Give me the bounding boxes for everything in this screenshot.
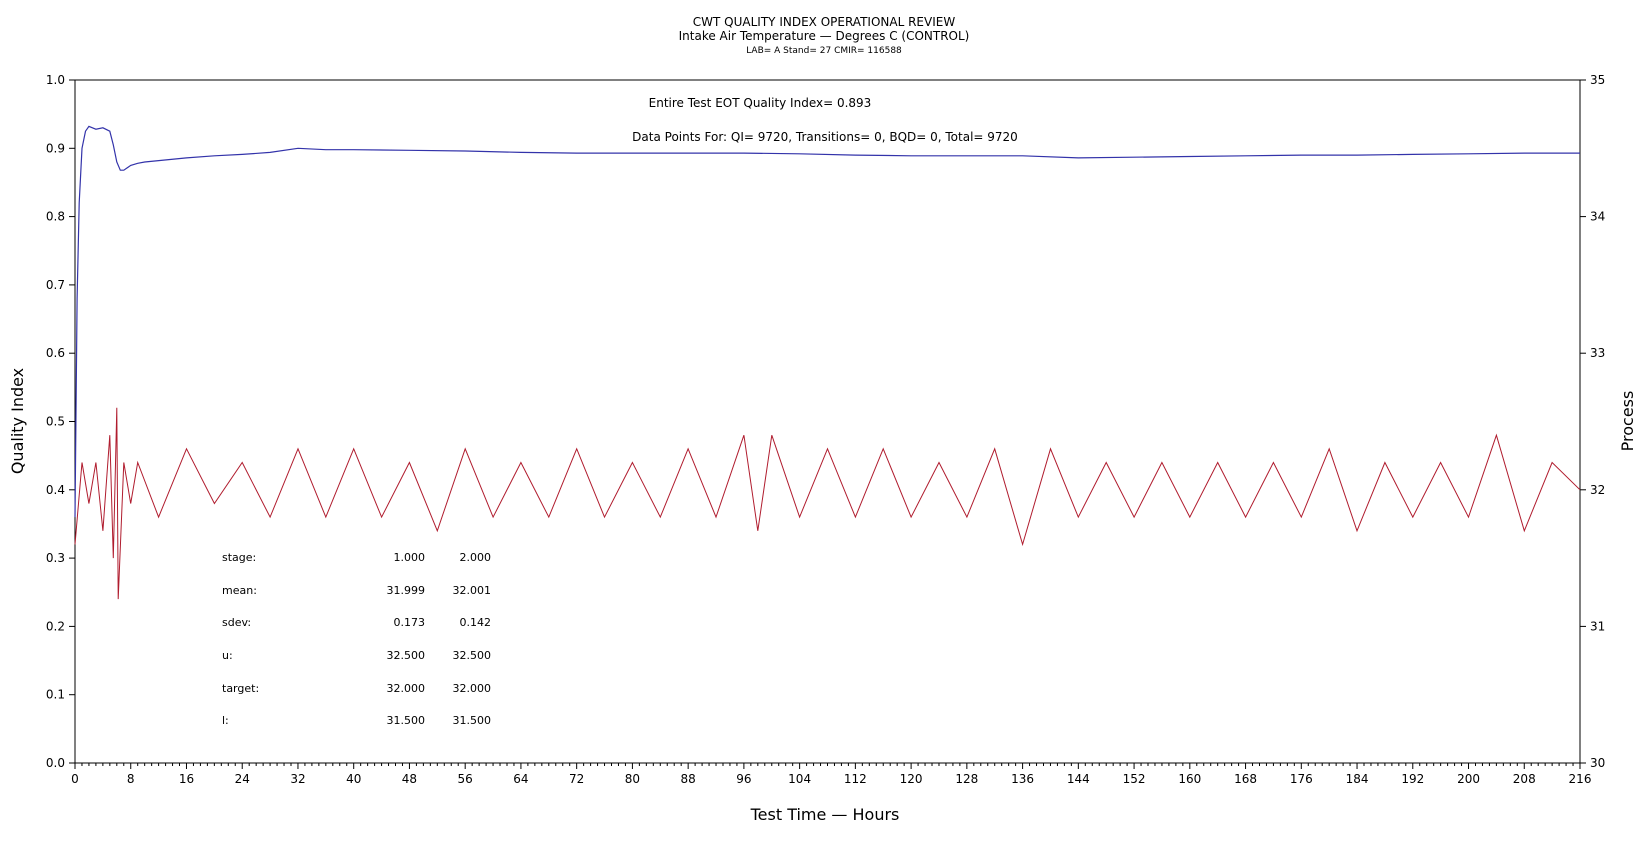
stats-value-stage1: 31.500 <box>387 714 426 727</box>
stats-label: stage: <box>222 551 256 564</box>
stats-value-stage2: 2.000 <box>460 551 492 564</box>
stats-value-stage2: 32.000 <box>453 682 492 695</box>
x-tick-label: 128 <box>955 772 978 786</box>
y2-tick-label: 32 <box>1590 483 1605 497</box>
stats-value-stage2: 31.500 <box>453 714 492 727</box>
x-tick-label: 32 <box>290 772 305 786</box>
stats-value-stage1: 32.000 <box>387 682 426 695</box>
x-tick-label: 8 <box>127 772 135 786</box>
x-tick-label: 200 <box>1457 772 1480 786</box>
stats-label: l: <box>222 714 229 727</box>
y2-tick-label: 35 <box>1590 73 1605 87</box>
x-tick-label: 16 <box>179 772 194 786</box>
x-tick-label: 168 <box>1234 772 1257 786</box>
plot-frame <box>74 79 1581 764</box>
x-tick-label: 120 <box>900 772 923 786</box>
x-tick-label: 96 <box>736 772 751 786</box>
y-tick-label: 0.3 <box>46 551 65 565</box>
y-tick-label: 1.0 <box>46 73 65 87</box>
chart-lab-info: LAB= A Stand= 27 CMIR= 116588 <box>746 46 902 56</box>
points-annotation: Data Points For: QI= 9720, Transitions= … <box>632 130 1018 144</box>
stats-value-stage2: 32.001 <box>453 584 492 597</box>
stats-value-stage1: 31.999 <box>387 584 426 597</box>
stats-value-stage1: 1.000 <box>394 551 426 564</box>
y-tick-label: 0.4 <box>46 483 65 497</box>
x-tick-label: 216 <box>1569 772 1592 786</box>
x-tick-label: 24 <box>235 772 250 786</box>
y2-tick-label: 33 <box>1590 346 1605 360</box>
x-tick-label: 208 <box>1513 772 1536 786</box>
x-tick-label: 176 <box>1290 772 1313 786</box>
stats-label: u: <box>222 649 233 662</box>
x-tick-label: 136 <box>1011 772 1034 786</box>
y-tick-label: 0.7 <box>46 278 65 292</box>
y-tick-label: 0.6 <box>46 346 65 360</box>
x-tick-label: 104 <box>788 772 811 786</box>
x-tick-label: 80 <box>625 772 640 786</box>
y-tick-label: 0.2 <box>46 619 65 633</box>
eot-annotation: Entire Test EOT Quality Index= 0.893 <box>649 96 872 110</box>
chart-title: CWT QUALITY INDEX OPERATIONAL REVIEW <box>693 15 956 29</box>
y-tick-label: 0.1 <box>46 688 65 702</box>
x-tick-label: 40 <box>346 772 361 786</box>
y-tick-label: 0.8 <box>46 210 65 224</box>
x-tick-label: 56 <box>458 772 473 786</box>
x-tick-label: 48 <box>402 772 417 786</box>
y-tick-label: 0.0 <box>46 756 65 770</box>
stats-value-stage1: 0.173 <box>394 616 426 629</box>
x-tick-label: 152 <box>1123 772 1146 786</box>
x-axis-label: Test Time — Hours <box>750 805 900 824</box>
x-tick-label: 112 <box>844 772 867 786</box>
y-axis-left: 0.0 0.1 0.2 0.3 0.4 0.5 0.6 0.7 0.8 0.9 1.0 <box>46 73 75 770</box>
stats-value-stage1: 32.500 <box>387 649 426 662</box>
y-tick-label: 0.9 <box>46 141 65 155</box>
x-tick-label: 72 <box>569 772 584 786</box>
x-tick-label: 0 <box>71 772 79 786</box>
y2-tick-label: 34 <box>1590 210 1605 224</box>
process-line <box>74 407 1581 600</box>
quality-index-series <box>74 125 1580 518</box>
x-tick-label: 88 <box>681 772 696 786</box>
x-tick-label: 184 <box>1346 772 1369 786</box>
x-axis: 0 8 16 24 32 40 48 56 64 72 80 88 96 104 112 120 128 136 1… <box>71 763 1591 786</box>
stats-value-stage2: 32.500 <box>453 649 492 662</box>
quality-index-line <box>74 125 1580 518</box>
y2-tick-label: 30 <box>1590 756 1605 770</box>
stats-label: target: <box>222 682 259 695</box>
stats-label: mean: <box>222 584 257 597</box>
y2-tick-label: 31 <box>1590 619 1605 633</box>
y-tick-label: 0.5 <box>46 415 65 429</box>
x-tick-label: 160 <box>1178 772 1201 786</box>
chart-subtitle: Intake Air Temperature — Degrees C (CONT… <box>679 29 970 43</box>
x-tick-label: 64 <box>513 772 528 786</box>
y-axis-right: 30 31 32 33 34 35 <box>1580 73 1605 770</box>
stats-table: stage: 1.000 2.000 mean: 31.999 32.001 sdev: 0.… <box>222 551 491 727</box>
stats-value-stage2: 0.142 <box>460 616 492 629</box>
stats-label: sdev: <box>222 616 251 629</box>
x-tick-label: 192 <box>1401 772 1424 786</box>
y-axis-label: Quality Index <box>8 368 27 474</box>
process-series <box>74 407 1581 600</box>
y2-axis-label: Process <box>1618 391 1637 452</box>
x-tick-label: 144 <box>1067 772 1090 786</box>
